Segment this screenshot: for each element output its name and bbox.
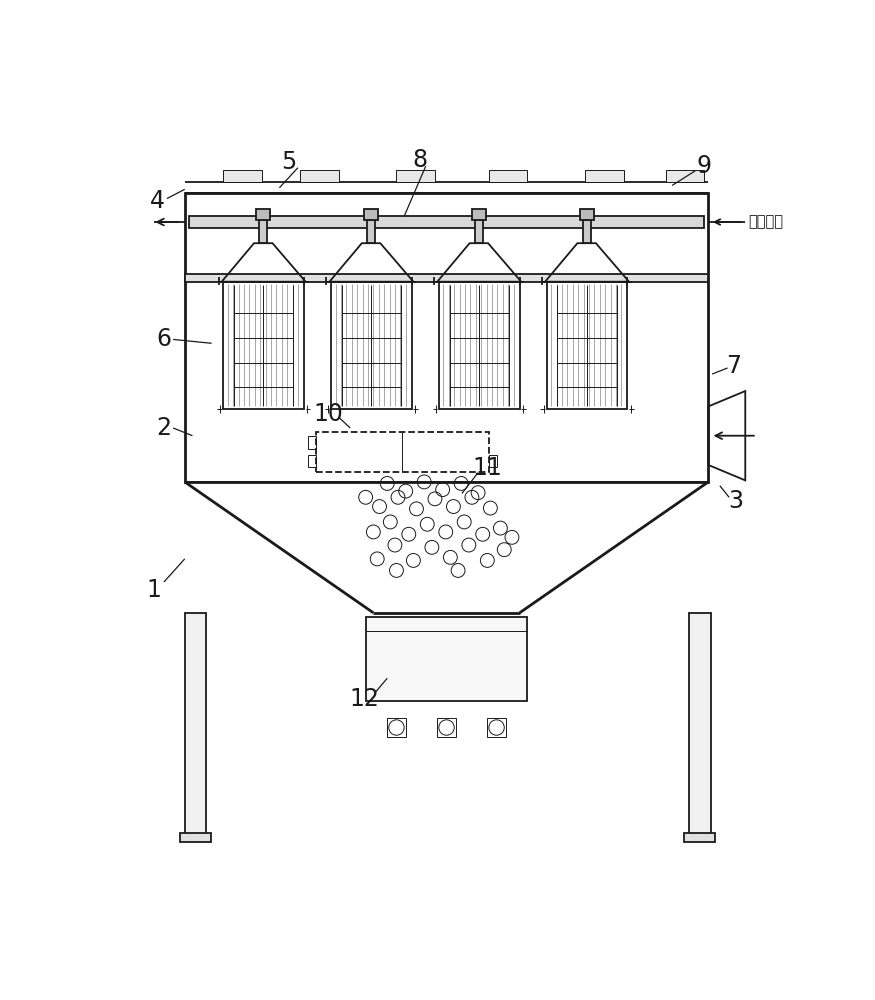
Bar <box>180 833 211 842</box>
Bar <box>185 613 206 835</box>
Bar <box>259 220 267 243</box>
Bar <box>368 220 374 243</box>
Text: 9: 9 <box>697 154 712 178</box>
Bar <box>475 220 483 243</box>
Bar <box>666 170 704 182</box>
Bar <box>438 718 456 737</box>
Bar <box>223 282 304 409</box>
Text: 11: 11 <box>473 456 502 480</box>
Text: 压缩空气: 压缩空气 <box>748 215 783 230</box>
Text: 4: 4 <box>150 189 165 213</box>
Text: 2: 2 <box>157 416 172 440</box>
Text: 5: 5 <box>281 150 297 174</box>
Bar <box>256 209 270 220</box>
Bar <box>489 170 528 182</box>
Text: 3: 3 <box>728 489 743 513</box>
Bar <box>308 436 316 449</box>
Bar <box>331 282 412 409</box>
Bar <box>439 282 520 409</box>
Bar <box>580 209 593 220</box>
Bar <box>364 209 378 220</box>
Text: 7: 7 <box>726 354 741 378</box>
Bar <box>489 455 497 467</box>
Bar <box>316 432 489 472</box>
Bar <box>308 455 316 467</box>
Bar <box>684 833 715 842</box>
Bar <box>583 220 591 243</box>
Bar <box>366 617 528 701</box>
Bar <box>223 170 262 182</box>
Bar <box>300 170 339 182</box>
Bar <box>185 274 709 282</box>
Text: 10: 10 <box>314 402 344 426</box>
Bar <box>585 170 624 182</box>
Bar <box>472 209 486 220</box>
Text: 6: 6 <box>157 327 172 351</box>
Bar <box>690 613 710 835</box>
Bar <box>487 718 506 737</box>
Text: 8: 8 <box>412 148 427 172</box>
Bar <box>388 718 406 737</box>
Text: 12: 12 <box>349 687 379 711</box>
Bar <box>547 282 627 409</box>
Bar <box>396 170 435 182</box>
Bar <box>185 193 709 482</box>
Bar <box>189 216 704 228</box>
Text: 1: 1 <box>146 578 161 602</box>
